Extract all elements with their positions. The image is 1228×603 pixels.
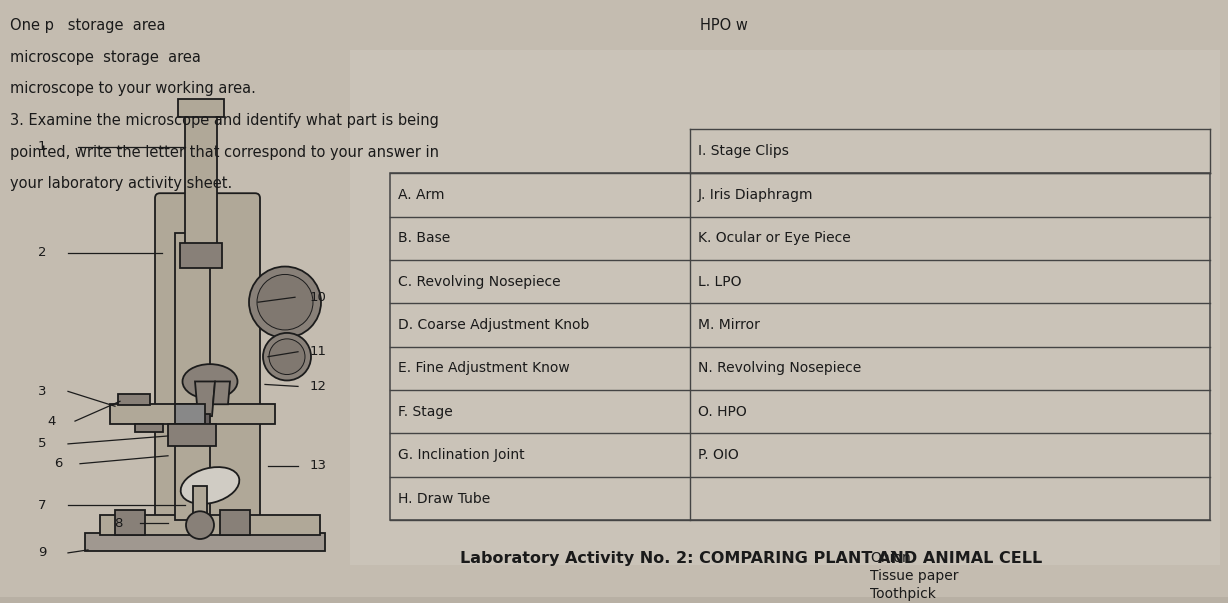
Polygon shape	[195, 382, 215, 416]
Text: L. LPO: L. LPO	[698, 275, 742, 289]
Bar	[181, 243, 222, 268]
Text: N. Revolving Nosepiece: N. Revolving Nosepiece	[698, 361, 861, 376]
Text: 7: 7	[38, 499, 47, 512]
Circle shape	[269, 339, 305, 374]
Text: Toothpick: Toothpick	[869, 587, 936, 601]
Bar	[168, 424, 216, 446]
Text: 5: 5	[38, 437, 47, 450]
Text: 12: 12	[309, 380, 327, 393]
Bar	[200, 414, 210, 426]
Text: microscope to your working area.: microscope to your working area.	[10, 81, 255, 96]
Polygon shape	[212, 382, 230, 404]
Text: I. Stage Clips: I. Stage Clips	[698, 144, 788, 158]
Ellipse shape	[183, 364, 237, 399]
Text: 13: 13	[309, 459, 327, 472]
Text: 2: 2	[38, 246, 47, 259]
Circle shape	[257, 274, 313, 330]
Bar	[135, 424, 163, 432]
Text: 3. Examine the microscope and identify what part is being: 3. Examine the microscope and identify w…	[10, 113, 438, 128]
Bar	[185, 114, 217, 248]
Text: Tissue paper: Tissue paper	[869, 569, 959, 582]
Circle shape	[263, 333, 311, 380]
Text: 8: 8	[114, 517, 123, 529]
Text: HPO w: HPO w	[700, 18, 748, 33]
Text: Onion: Onion	[869, 551, 911, 565]
Text: 11: 11	[309, 346, 327, 358]
Text: 10: 10	[309, 291, 327, 304]
Circle shape	[249, 267, 321, 338]
Bar	[85, 533, 325, 551]
Bar	[176, 233, 210, 520]
Bar	[220, 510, 251, 535]
Text: 1: 1	[38, 140, 47, 153]
Text: K. Ocular or Eye Piece: K. Ocular or Eye Piece	[698, 232, 851, 245]
Text: M. Mirror: M. Mirror	[698, 318, 760, 332]
Bar	[176, 404, 205, 424]
Text: O. HPO: O. HPO	[698, 405, 747, 419]
Text: pointed, write the letter that correspond to your answer in: pointed, write the letter that correspon…	[10, 145, 438, 160]
Bar	[111, 404, 275, 424]
Text: A. Arm: A. Arm	[398, 188, 445, 202]
Bar	[99, 515, 321, 535]
Text: H. Draw Tube: H. Draw Tube	[398, 491, 490, 505]
Bar	[178, 99, 223, 117]
Text: D. Coarse Adjustment Knob: D. Coarse Adjustment Knob	[398, 318, 589, 332]
Text: C. Revolving Nosepiece: C. Revolving Nosepiece	[398, 275, 561, 289]
Bar	[350, 49, 1219, 565]
Bar	[193, 485, 208, 527]
Ellipse shape	[181, 467, 239, 504]
Bar	[115, 510, 145, 535]
Text: your laboratory activity sheet.: your laboratory activity sheet.	[10, 176, 232, 191]
Text: microscope  storage  area: microscope storage area	[10, 49, 201, 65]
Text: Laboratory Activity No. 2: COMPARING PLANT AND ANIMAL CELL: Laboratory Activity No. 2: COMPARING PLA…	[460, 551, 1043, 566]
Bar	[118, 394, 150, 405]
Text: One p   storage  area: One p storage area	[10, 18, 166, 33]
Text: E. Fine Adjustment Know: E. Fine Adjustment Know	[398, 361, 570, 376]
Bar	[391, 174, 1210, 520]
Text: F. Stage: F. Stage	[398, 405, 453, 419]
Text: G. Inclination Joint: G. Inclination Joint	[398, 448, 524, 462]
Text: B. Base: B. Base	[398, 232, 451, 245]
Text: 9: 9	[38, 546, 47, 560]
Text: J. Iris Diaphragm: J. Iris Diaphragm	[698, 188, 813, 202]
FancyBboxPatch shape	[155, 193, 260, 540]
Text: 3: 3	[38, 385, 47, 398]
Text: P. OIO: P. OIO	[698, 448, 739, 462]
Text: 4: 4	[48, 415, 56, 428]
Circle shape	[185, 511, 214, 539]
Text: 6: 6	[54, 457, 63, 470]
